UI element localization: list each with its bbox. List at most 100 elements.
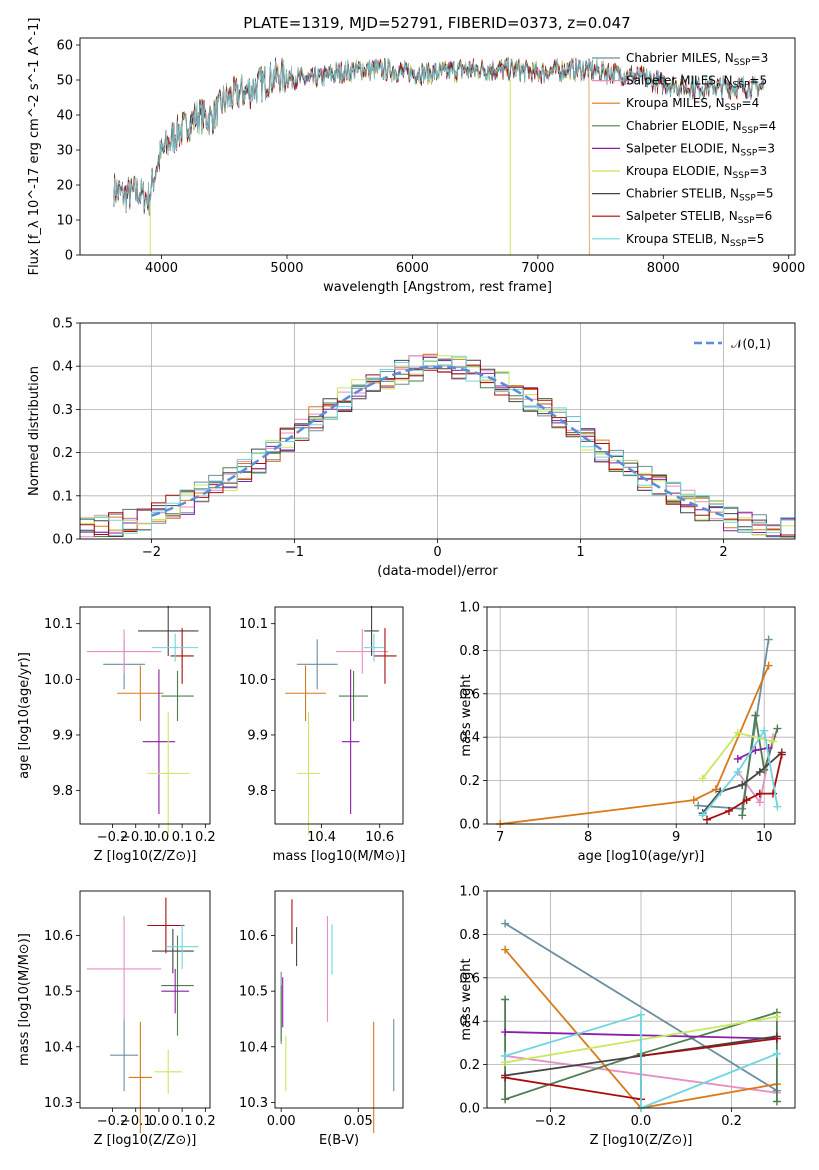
series-marker: [637, 1010, 645, 1019]
y-tick-label: 0: [65, 249, 73, 264]
legend-entry: Salpeter STELIB, NSSP=6: [626, 209, 772, 226]
axes-frame: [486, 606, 796, 825]
x-tick-label: 10.4: [307, 830, 336, 845]
series-line: [500, 665, 770, 825]
x-tick-label: 0.0: [149, 1114, 170, 1129]
y-tick-label: 10.4: [44, 1040, 73, 1055]
y-axis-label: mass weight: [459, 674, 474, 756]
y-tick-label: 10.6: [239, 929, 268, 944]
axes-mass-vs-EBV: 0.00 0.05 10.3 10.4 10.5 10.6 E(B-V): [239, 929, 373, 1148]
y-tick-label: 10.6: [44, 929, 73, 944]
legend: Chabrier MILES, NSSP=3 Salpeter MILES, NS…: [592, 51, 776, 249]
series-marker: [689, 796, 698, 805]
axes-frame: [79, 322, 796, 540]
y-tick-label: 0.2: [52, 446, 73, 461]
y-axis-label: mass [log10(M/M⊙)]: [17, 933, 32, 1066]
axes-frame: [274, 606, 404, 825]
series-mass-weight-vs-age: [496, 635, 786, 828]
series-marker: [733, 767, 742, 776]
legend-entry: 𝒩(0,1): [731, 337, 771, 351]
y-axis-label: age [log10(age/yr)]: [17, 652, 32, 779]
y-tick-label: 40: [56, 109, 73, 124]
y-axis-label: mass weight: [459, 958, 474, 1040]
series-line: [741, 715, 779, 816]
x-tick-label: 0.0: [149, 830, 170, 845]
y-tick-label: 0.6: [459, 687, 480, 702]
series-marker: [742, 796, 751, 805]
series-mass-weight-vs-Z: [501, 919, 781, 1112]
x-axis-label: Z [log10(Z/Z⊙)]: [590, 1133, 693, 1148]
axes-age-vs-Z: −0.2−0.10.0 0.1 0.2 9.8 9.9 10.0 10.1 Z [log10(…: [17, 617, 216, 864]
series-line: [504, 1013, 778, 1110]
spectrum-lines: [113, 56, 764, 255]
x-tick-label: −0.2: [97, 830, 129, 845]
series-marker: [772, 1012, 781, 1021]
series-marker: [755, 767, 764, 776]
series-marker: [772, 1034, 781, 1043]
x-tick-label: −1: [285, 545, 304, 560]
series-marker: [694, 801, 703, 810]
y-tick-label: 0.8: [459, 644, 480, 659]
y-tick-label: 10: [56, 214, 73, 229]
spectrum-line-8: [113, 57, 764, 213]
normal-curve: [151, 365, 724, 517]
x-tick-label: 2: [719, 545, 727, 560]
x-tick-label: 8: [584, 830, 592, 845]
y-tick-label: 60: [56, 39, 73, 54]
series-line: [701, 728, 779, 816]
y-tick-label: 0.4: [459, 1015, 480, 1030]
series-marker: [733, 754, 742, 763]
series-marker: [501, 995, 510, 1004]
x-axis-label: wavelength [Angstrom, rest frame]: [323, 280, 552, 295]
y-tick-label: 0.0: [52, 533, 73, 548]
x-tick-label: 0.05: [344, 1114, 373, 1129]
series-marker: [772, 1097, 781, 1106]
y-tick-label: 10.1: [44, 617, 73, 632]
y-tick-label: 9.8: [52, 784, 73, 799]
y-tick-label: 10.0: [239, 673, 268, 688]
y-tick-label: 9.9: [247, 728, 268, 743]
series-marker: [773, 724, 782, 733]
series-marker: [755, 798, 764, 807]
x-tick-label: 0.2: [721, 1114, 742, 1129]
x-tick-label: −0.2: [535, 1114, 567, 1129]
series-marker: [760, 726, 769, 735]
histogram-8: [80, 355, 795, 538]
x-tick-label: 0.00: [267, 1114, 296, 1129]
errorbars-age-vs-mass: [285, 605, 397, 835]
axes-frame: [274, 890, 404, 1109]
series-marker: [501, 919, 510, 928]
y-tick-label: 1.0: [459, 601, 480, 616]
y-tick-label: 0.5: [52, 317, 73, 332]
y-tick-label: 10.3: [44, 1096, 73, 1111]
legend-entry: Chabrier ELODIE, NSSP=4: [626, 119, 776, 136]
histograms: [80, 353, 795, 538]
errorbars-age-vs-Z: [86, 605, 199, 835]
series-marker: [501, 1028, 510, 1037]
x-tick-label: −0.2: [97, 1114, 129, 1129]
y-tick-label: 0.4: [52, 360, 73, 375]
series-marker: [733, 728, 742, 737]
y-tick-label: 0.8: [459, 928, 480, 943]
x-axis-label: E(B-V): [319, 1133, 359, 1148]
series-marker: [698, 811, 707, 820]
y-tick-label: 10.4: [239, 1040, 268, 1055]
y-tick-label: 50: [56, 74, 73, 89]
x-axis-label: (data-model)/error: [377, 564, 498, 579]
series-marker: [501, 1051, 510, 1060]
series-marker: [764, 635, 773, 644]
y-tick-label: 0.1: [52, 489, 73, 504]
x-tick-label: 10.6: [365, 830, 394, 845]
y-axis-label: Flux [f_λ 10^-17 erg cm^-2 s^-1 A^-1]: [27, 18, 42, 276]
series-marker: [703, 815, 711, 824]
series-marker: [698, 774, 707, 783]
x-tick-label: −0.1: [120, 830, 152, 845]
y-tick-label: 0.2: [459, 774, 480, 789]
x-tick-label: 0.2: [195, 830, 216, 845]
series-marker: [769, 737, 777, 746]
legend-entry: Salpeter MILES, NSSP=5: [626, 74, 767, 91]
y-tick-label: 9.8: [247, 784, 268, 799]
axes-age-vs-mass: 10.4 10.6 9.8 9.9 10.0 10.1 mass [log10(M/M⊙)]: [239, 617, 405, 864]
y-tick-label: 10.5: [239, 985, 268, 1000]
